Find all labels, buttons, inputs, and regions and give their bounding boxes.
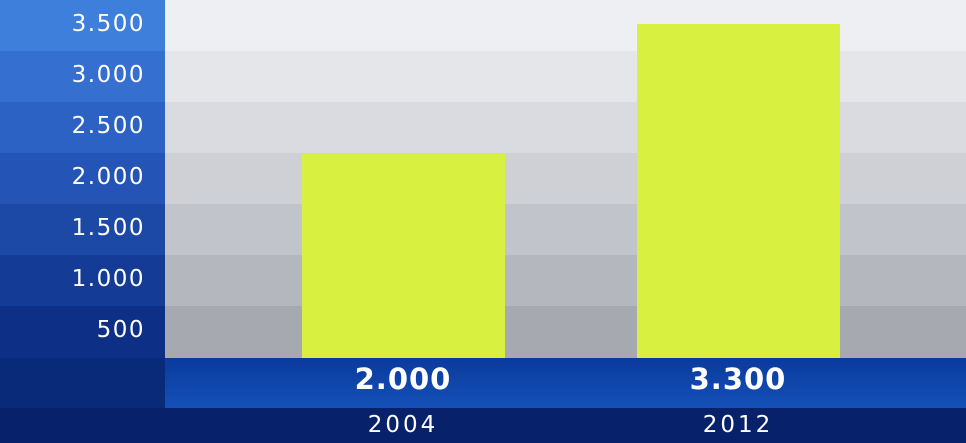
y-tick-label: 500 <box>96 317 145 343</box>
gridline-band <box>165 204 966 255</box>
gridline-band <box>165 306 966 358</box>
y-axis-band <box>0 204 165 255</box>
gridline-band <box>165 0 966 51</box>
y-tick-label: 2.500 <box>71 113 145 139</box>
y-axis-band <box>0 306 165 358</box>
y-axis-band <box>0 153 165 204</box>
bar-2012 <box>636 24 840 358</box>
y-axis-band <box>0 51 165 102</box>
gridline-band <box>165 102 966 153</box>
bar-2004 <box>301 154 505 358</box>
plot-area <box>165 0 966 358</box>
x-tick-label-2004: 2004 <box>367 412 439 438</box>
x-tick-label-2012: 2012 <box>702 412 774 438</box>
bar-value-label-2012: 3.300 <box>689 362 787 396</box>
value-band-left-block <box>0 358 165 408</box>
y-tick-label: 1.000 <box>71 266 145 292</box>
gridline-band <box>165 153 966 204</box>
y-tick-label: 1.500 <box>71 215 145 241</box>
y-axis: 3.500 3.000 2.500 2.000 1.500 1.000 500 <box>0 0 165 358</box>
y-tick-label: 3.500 <box>71 11 145 37</box>
y-tick-label: 3.000 <box>71 62 145 88</box>
gridline-band <box>165 51 966 102</box>
category-label-band <box>0 408 966 443</box>
gridline-band <box>165 255 966 306</box>
y-axis-band <box>0 0 165 51</box>
value-label-band <box>0 358 966 408</box>
y-axis-band <box>0 102 165 153</box>
y-axis-band <box>0 255 165 306</box>
y-tick-label: 2.000 <box>71 164 145 190</box>
bar-value-label-2004: 2.000 <box>354 362 452 396</box>
